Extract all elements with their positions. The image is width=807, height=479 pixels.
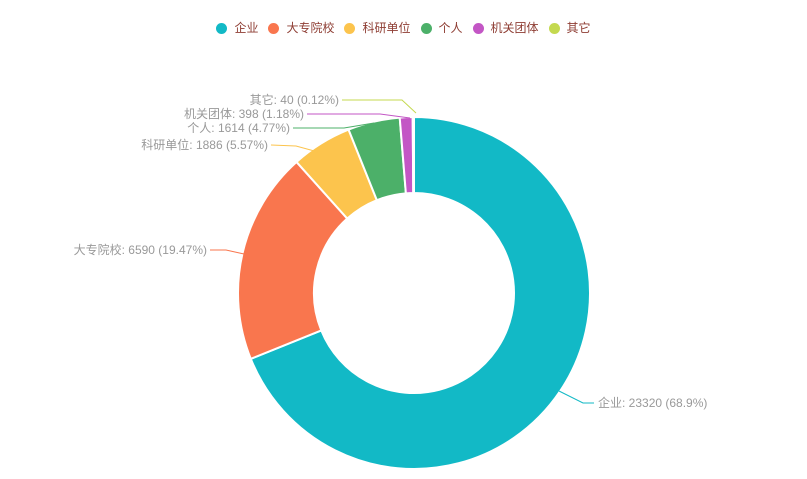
legend-dot-college bbox=[268, 22, 280, 34]
legend-label-other: 其它 bbox=[566, 21, 591, 35]
leader-line-individual bbox=[293, 122, 375, 129]
legend-item-individual[interactable]: 个人 bbox=[420, 17, 463, 39]
legend-item-other[interactable]: 其它 bbox=[548, 17, 591, 39]
leader-line-enterprise bbox=[558, 390, 594, 404]
leader-line-college bbox=[210, 249, 245, 255]
chart-legend: 企业 大专院校 科研单位 个人 机关团体 其它 bbox=[0, 17, 807, 39]
legend-dot-individual bbox=[420, 22, 432, 34]
legend-dot-other bbox=[548, 22, 560, 34]
legend-label-enterprise: 企业 bbox=[234, 21, 259, 35]
legend-item-college[interactable]: 大专院校 bbox=[268, 17, 334, 39]
legend-dot-research bbox=[344, 22, 356, 34]
legend-dot-agency bbox=[472, 22, 484, 34]
legend-label-college: 大专院校 bbox=[286, 21, 335, 35]
slice-label-research: 科研单位: 1886 (5.57%) bbox=[141, 137, 268, 152]
leader-line-agency bbox=[307, 113, 411, 119]
slice-label-enterprise: 企业: 23320 (68.9%) bbox=[598, 395, 707, 410]
legend-item-agency[interactable]: 机关团体 bbox=[472, 17, 539, 39]
slice-label-other: 其它: 40 (0.12%) bbox=[250, 92, 339, 107]
legend-label-research: 科研单位 bbox=[362, 21, 411, 35]
legend-dot-enterprise bbox=[216, 22, 228, 34]
slice-enterprise[interactable] bbox=[249, 116, 592, 470]
slice-label-agency: 机关团体: 398 (1.18%) bbox=[184, 107, 304, 121]
legend-label-agency: 机关团体 bbox=[490, 21, 539, 35]
slice-other[interactable] bbox=[411, 115, 415, 194]
slice-label-individual: 个人: 1614 (4.77%) bbox=[187, 121, 290, 135]
legend-label-individual: 个人 bbox=[438, 21, 463, 35]
slice-label-college: 大专院校: 6590 (19.47%) bbox=[74, 242, 207, 257]
legend-item-enterprise[interactable]: 企业 bbox=[216, 17, 258, 39]
leader-line-other bbox=[342, 99, 417, 114]
legend-item-research[interactable]: 科研单位 bbox=[344, 17, 411, 39]
slice-college[interactable] bbox=[237, 160, 349, 360]
leader-line-research bbox=[270, 144, 319, 153]
